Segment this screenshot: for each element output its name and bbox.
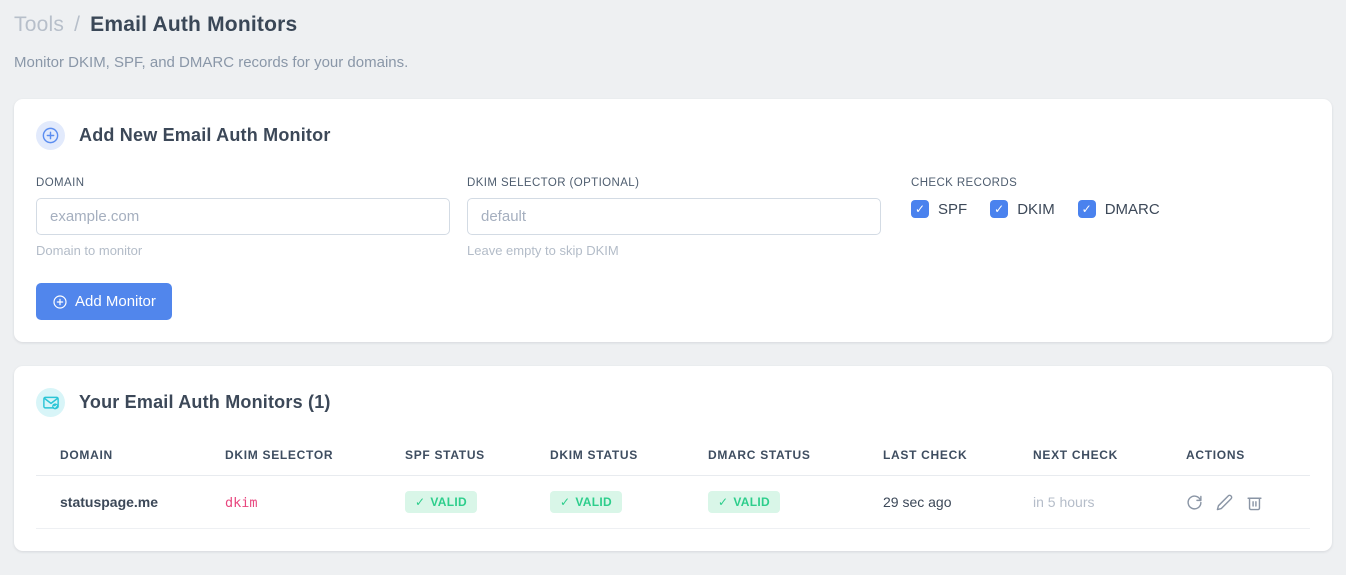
dkim-checkbox-option[interactable]: ✓ DKIM [990, 200, 1055, 219]
column-header-dkim-selector: DKIM SELECTOR [213, 437, 393, 477]
trash-icon[interactable] [1246, 494, 1263, 511]
monitor-last-check: 29 sec ago [871, 475, 1021, 530]
column-header-last-check: LAST CHECK [871, 437, 1021, 477]
column-header-spf-status: SPF STATUS [393, 437, 538, 477]
envelope-check-icon [36, 388, 65, 418]
dkim-selector-field-label: DKIM SELECTOR (OPTIONAL) [467, 177, 640, 190]
monitor-dkim-selector: dkim [225, 494, 258, 511]
column-header-dmarc-status: DMARC STATUS [696, 437, 871, 477]
page-subtitle: Monitor DKIM, SPF, and DMARC records for… [14, 54, 409, 72]
column-header-actions: ACTIONS [1174, 437, 1310, 477]
domain-field-group: DOMAIN Domain to monitor [36, 177, 450, 258]
add-monitor-card-title: Add New Email Auth Monitor [79, 125, 331, 146]
breadcrumb-separator: / [74, 13, 81, 36]
spf-checkbox-label: SPF [938, 200, 968, 218]
add-monitor-card: Add New Email Auth Monitor DOMAIN Domain… [14, 99, 1332, 343]
plus-circle-icon [36, 121, 65, 151]
monitor-domain: statuspage.me [36, 475, 213, 530]
checkbox-checked-icon[interactable]: ✓ [911, 200, 929, 219]
domain-field-helper: Domain to monitor [36, 243, 143, 259]
check-records-options: ✓ SPF ✓ DKIM ✓ DMARC [911, 200, 1160, 219]
checkbox-checked-icon[interactable]: ✓ [1077, 200, 1096, 219]
add-monitor-card-header: Add New Email Auth Monitor [36, 121, 1310, 151]
dkim-selector-field-helper: Leave empty to skip DKIM [467, 243, 619, 259]
breadcrumb-parent[interactable]: Tools [14, 13, 65, 36]
check-records-group: CHECK RECORDS ✓ SPF ✓ DKIM ✓ DMARC [911, 177, 1160, 219]
domain-field-label: DOMAIN [36, 177, 85, 190]
column-header-next-check: NEXT CHECK [1021, 437, 1174, 477]
checkbox-checked-icon[interactable]: ✓ [990, 200, 1009, 219]
dkim-selector-field-group: DKIM SELECTOR (OPTIONAL) Leave empty to … [467, 177, 881, 258]
monitors-card-header: Your Email Auth Monitors (1) [36, 388, 1310, 418]
domain-input[interactable] [36, 198, 450, 236]
table-header-row: DOMAIN DKIM SELECTOR SPF STATUS DKIM STA… [36, 437, 1310, 477]
page-title: Email Auth Monitors [90, 13, 298, 36]
add-monitor-button-label: Add Monitor [75, 293, 156, 311]
edit-pencil-icon[interactable] [1216, 494, 1233, 511]
dmarc-checkbox-label: DMARC [1104, 200, 1160, 218]
spf-checkbox-option[interactable]: ✓ SPF [911, 200, 968, 219]
monitors-card: Your Email Auth Monitors (1) DOMAIN DKIM… [14, 366, 1332, 552]
plus-circle-icon [52, 294, 68, 310]
check-icon: ✓ [560, 495, 571, 510]
monitors-table: DOMAIN DKIM SELECTOR SPF STATUS DKIM STA… [36, 437, 1310, 530]
dkim-status-badge: ✓ VALID [550, 491, 622, 514]
check-records-label: CHECK RECORDS [911, 177, 1018, 190]
row-actions [1186, 494, 1298, 511]
add-monitor-button[interactable]: Add Monitor [36, 283, 172, 321]
column-header-domain: DOMAIN [36, 437, 213, 477]
check-icon: ✓ [718, 495, 729, 510]
dkim-checkbox-label: DKIM [1017, 200, 1055, 218]
refresh-icon[interactable] [1186, 494, 1203, 511]
spf-status-badge: ✓ VALID [405, 491, 477, 514]
table-row: statuspage.me dkim ✓ VALID ✓ VALID [36, 475, 1310, 530]
dmarc-checkbox-option[interactable]: ✓ DMARC [1077, 200, 1160, 219]
monitor-next-check: in 5 hours [1021, 475, 1174, 530]
add-monitor-form: DOMAIN Domain to monitor DKIM SELECTOR (… [36, 177, 1310, 258]
check-icon: ✓ [415, 495, 426, 510]
breadcrumb: Tools / Email Auth Monitors [14, 12, 1332, 37]
dmarc-status-badge: ✓ VALID [708, 491, 780, 514]
column-header-dkim-status: DKIM STATUS [538, 437, 696, 477]
dkim-selector-input[interactable] [467, 198, 881, 236]
monitors-card-title: Your Email Auth Monitors (1) [79, 392, 331, 413]
